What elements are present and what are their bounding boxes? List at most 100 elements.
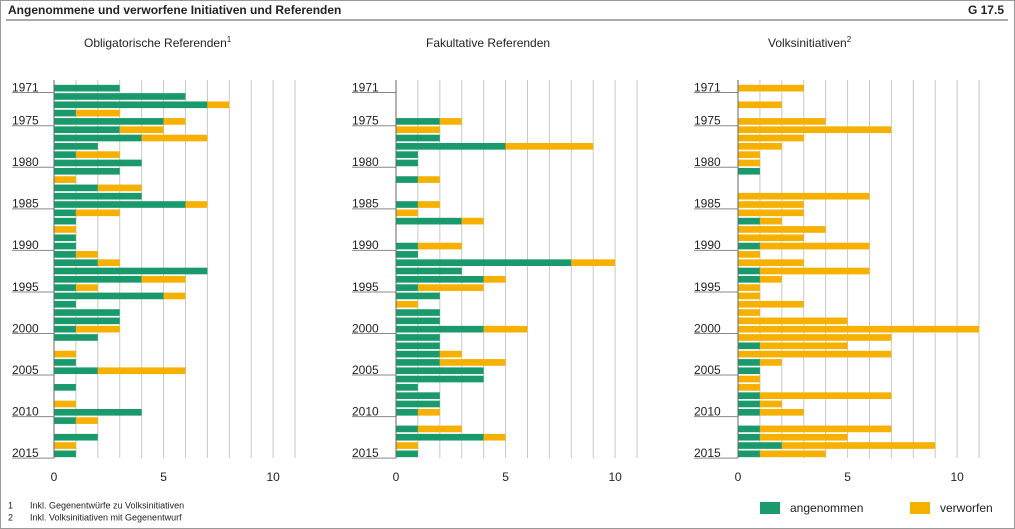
bar-segment xyxy=(738,300,804,308)
y-tick-label: 1975 xyxy=(12,114,39,128)
bar-segment xyxy=(461,217,484,225)
bar-segment xyxy=(396,143,506,150)
bar-segment xyxy=(396,300,418,308)
legend-swatch xyxy=(760,502,780,514)
bar-segment xyxy=(396,400,440,408)
bar-segment xyxy=(54,176,76,183)
bar-segment xyxy=(738,259,804,267)
bar-segment xyxy=(738,251,760,258)
bar-segment xyxy=(571,259,616,267)
x-tick-label: 0 xyxy=(51,470,58,484)
bar-segment xyxy=(75,151,120,158)
bar-segment xyxy=(738,201,804,208)
y-tick-label: 1985 xyxy=(352,197,379,211)
bar-segment xyxy=(417,284,484,291)
bar-segment xyxy=(396,259,572,267)
bar-segment xyxy=(396,209,418,217)
bar-segment xyxy=(738,442,782,449)
bar-segment xyxy=(54,367,98,375)
bar-segment xyxy=(54,325,76,333)
bar-segment xyxy=(738,359,760,366)
bar-segment xyxy=(738,242,760,250)
bar-segment xyxy=(396,201,418,208)
bar-segment xyxy=(759,450,826,458)
bar-segment xyxy=(396,392,440,399)
bar-segment xyxy=(483,433,506,441)
legend-swatch xyxy=(910,502,930,514)
bar-segment xyxy=(54,109,76,117)
y-tick-label: 1995 xyxy=(352,280,379,294)
bar-segment xyxy=(759,267,870,275)
bar-segment xyxy=(75,209,120,217)
bar-segment xyxy=(738,118,826,125)
bar-segment xyxy=(54,450,76,458)
bar-segment xyxy=(483,275,506,283)
y-tick-label: 2000 xyxy=(352,321,379,335)
bar-segment xyxy=(738,167,760,175)
y-tick-label: 1985 xyxy=(694,197,721,211)
bar-segment xyxy=(759,342,848,350)
bar-segment xyxy=(738,217,760,225)
bar-segment xyxy=(396,425,418,433)
bar-segment xyxy=(738,367,760,375)
bar-segment xyxy=(417,408,440,416)
bar-segment xyxy=(396,367,484,375)
y-tick-label: 1985 xyxy=(12,197,39,211)
bar-segment xyxy=(738,325,980,333)
bar-segment xyxy=(396,292,440,300)
bar-segment xyxy=(738,267,760,275)
bar-segment xyxy=(207,101,230,109)
bar-segment xyxy=(54,350,76,358)
x-tick-label: 10 xyxy=(950,470,964,484)
y-tick-label: 1975 xyxy=(352,114,379,128)
bar-segment xyxy=(396,350,440,358)
bar-segment xyxy=(75,325,120,333)
bar-segment xyxy=(439,359,506,366)
panel-title: Volksinitiativen2 xyxy=(768,35,852,50)
bar-segment xyxy=(738,151,760,158)
bar-segment xyxy=(759,392,892,399)
bar-segment xyxy=(396,442,418,449)
title: Angenommene und verworfene Initiativen u… xyxy=(8,3,341,17)
bar-segment xyxy=(759,408,804,416)
bar-segment xyxy=(141,275,186,283)
bar-segment xyxy=(396,275,484,283)
bar-segment xyxy=(75,417,98,424)
bar-segment xyxy=(54,159,142,167)
bar-segment xyxy=(54,400,76,408)
y-tick-label: 1990 xyxy=(352,238,379,252)
y-tick-label: 2005 xyxy=(12,363,39,377)
legend-label: angenommen xyxy=(790,501,863,515)
bar-segment xyxy=(54,408,142,416)
y-tick-label: 2015 xyxy=(694,446,721,460)
bar-segment xyxy=(75,251,98,258)
bar-segment xyxy=(738,226,826,233)
bar-segment xyxy=(396,151,418,158)
x-tick-label: 10 xyxy=(608,470,622,484)
bar-segment xyxy=(396,450,418,458)
bar-segment xyxy=(54,433,98,441)
y-tick-label: 1990 xyxy=(12,238,39,252)
legend-label: verworfen xyxy=(940,501,993,515)
bar-segment xyxy=(396,176,418,183)
bar-segment xyxy=(54,118,164,125)
bar-segment xyxy=(738,209,804,217)
panel-title: Obligatorische Referenden1 xyxy=(84,35,232,50)
y-tick-label: 1971 xyxy=(694,80,721,94)
bar-segment xyxy=(54,101,208,109)
y-tick-label: 2005 xyxy=(694,363,721,377)
bar-segment xyxy=(54,309,120,316)
bar-segment xyxy=(54,242,76,250)
bar-segment xyxy=(396,359,440,366)
title-note: 2 xyxy=(847,35,852,44)
y-tick-label: 1980 xyxy=(352,155,379,169)
bar-segment xyxy=(738,284,760,291)
bar-segment xyxy=(439,350,462,358)
bar-segment xyxy=(738,334,892,341)
bar-segment xyxy=(54,134,142,142)
bar-segment xyxy=(75,109,120,117)
bar-segment xyxy=(396,309,440,316)
bar-segment xyxy=(54,93,186,100)
bar-segment xyxy=(54,251,76,258)
